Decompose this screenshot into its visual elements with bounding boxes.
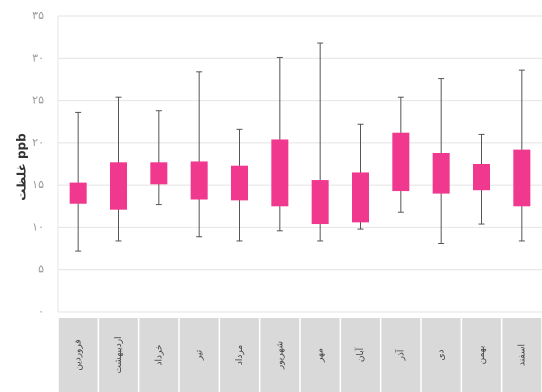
category-band: فروردین اردیبهشت خرداد تیر مرداد شهریور مهر آبا…: [57, 318, 542, 392]
box-iqr: [513, 149, 531, 207]
y-tick-label: ۱۵: [32, 178, 44, 191]
y-tick-label: ۳۵: [32, 9, 44, 22]
y-tick-labels: ۰ ۵ ۱۰ ۱۵ ۲۰ ۲۵ ۳۰ ۳۵: [32, 9, 44, 318]
box-iqr: [352, 172, 369, 223]
box-iqr: [392, 132, 410, 192]
box-group: [150, 110, 168, 206]
box-iqr: [432, 153, 450, 194]
box-group: [352, 123, 369, 230]
category-label: خرداد: [154, 344, 164, 365]
y-tick-label: ۳۰: [32, 51, 44, 64]
box-group: [311, 42, 329, 242]
category-label: آذر: [394, 349, 406, 361]
box-iqr: [110, 162, 127, 210]
y-tick-label: ۱۰: [32, 220, 44, 233]
box-group: [231, 128, 248, 242]
category-label: اردیبهشت: [114, 336, 124, 373]
box-iqr: [69, 182, 87, 204]
y-tick-label: ۵: [38, 263, 44, 276]
category-label: اسفند: [517, 344, 527, 366]
category-label: بهمن: [477, 346, 487, 365]
category-label: تیر: [195, 349, 205, 361]
y-tick-label: ۲۰: [32, 136, 44, 149]
category-label: مهر: [316, 348, 326, 363]
category-label: فروردین: [74, 339, 84, 370]
box-iqr: [473, 164, 490, 191]
category-label: مرداد: [235, 345, 245, 365]
grid-lines: [57, 15, 542, 313]
y-tick-label: ۰: [38, 305, 44, 318]
box-group: [69, 111, 87, 252]
box-group: [513, 69, 531, 242]
box-group: [190, 71, 208, 238]
box-group: [271, 56, 289, 232]
box-group: [432, 78, 450, 244]
box-iqr: [150, 162, 168, 185]
box-group: [110, 96, 127, 242]
box-group: [392, 96, 410, 213]
y-axis-label: غلظت ppb: [15, 133, 29, 201]
box-series: [69, 42, 531, 252]
box-iqr: [311, 180, 329, 225]
box-iqr: [190, 161, 208, 200]
box-iqr: [231, 165, 248, 201]
box-group: [473, 133, 490, 225]
category-label: آبان: [354, 347, 366, 362]
box-iqr: [271, 139, 289, 207]
category-label: شهریور: [275, 341, 285, 370]
category-label: دی: [437, 349, 447, 360]
y-tick-label: ۲۵: [32, 94, 44, 107]
